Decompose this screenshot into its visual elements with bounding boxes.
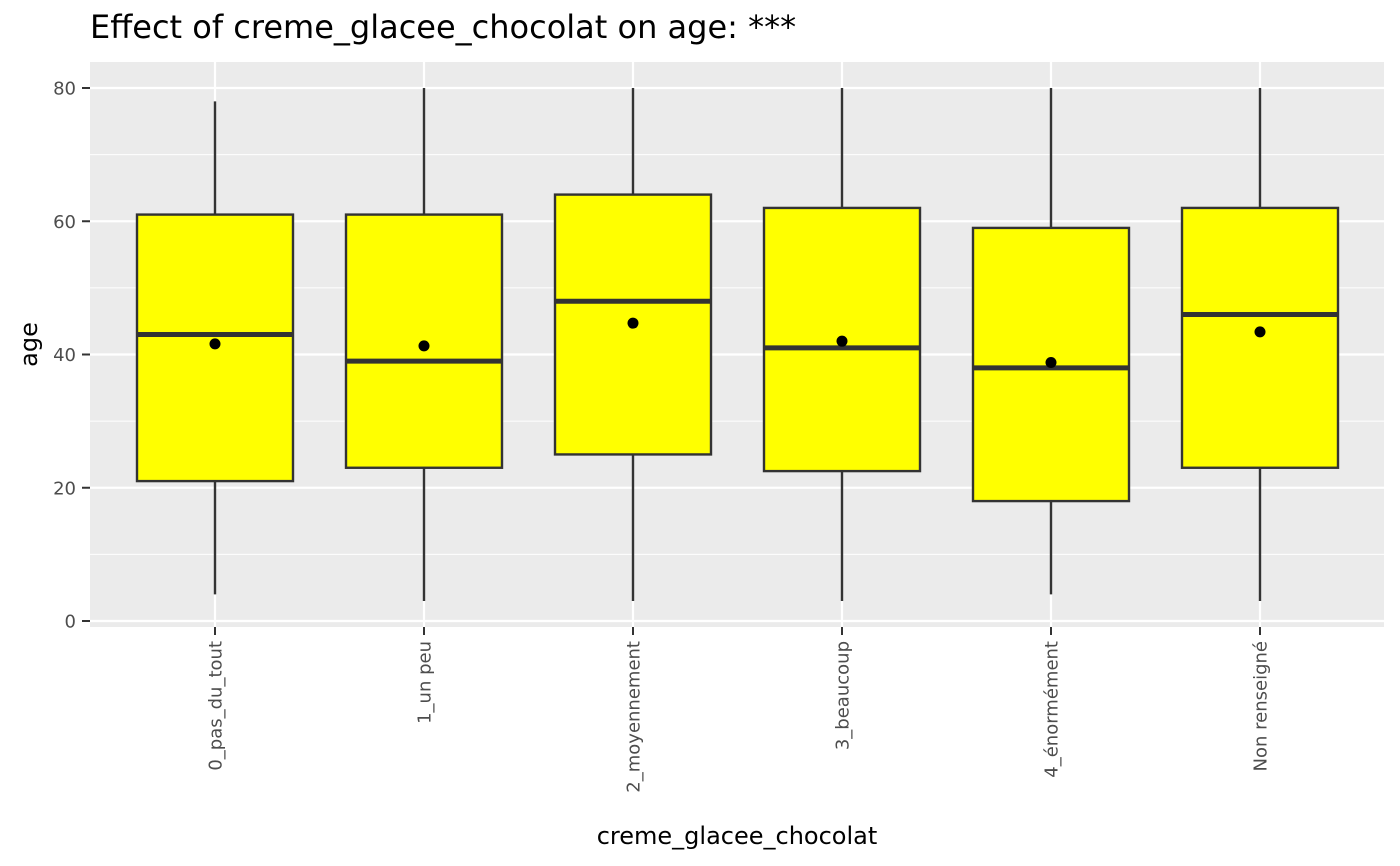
boxes [135,88,1340,602]
box-4 [971,88,1131,595]
y-tick-label: 20 [53,478,76,499]
y-tick-label: 80 [53,79,76,100]
x-axis-title: creme_glacee_chocolat [597,822,878,850]
mean-point [627,317,639,329]
x-tick-label: 1_un peu [415,641,436,724]
y-axis: 0 20 40 60 80 [53,79,90,633]
box-5 [1180,88,1340,602]
chart-title: Effect of creme_glacee_chocolat on age: … [90,8,797,46]
y-tick-label: 60 [53,212,76,233]
box-2 [553,88,713,602]
box-3 [762,88,922,602]
x-tick-label: 0_pas_du_tout [206,641,227,771]
mean-point [836,335,848,347]
x-tick-label: Non renseigné [1251,641,1272,771]
mean-point [418,340,430,352]
x-tick-label: 4_énormément [1042,641,1063,778]
mean-point [1045,356,1057,368]
plot-panel [90,62,1384,627]
y-tick-label: 0 [65,612,76,633]
y-tick-label: 40 [53,345,76,366]
mean-point [209,338,221,350]
x-axis: 0_pas_du_tout 1_un peu 2_moyennement 3_beau… [206,627,1272,793]
box-0 [135,101,295,595]
x-tick-label: 3_beaucoup [833,641,854,750]
y-axis-title: age [15,322,43,367]
box-1 [344,88,504,602]
box-body [1180,206,1340,469]
minor-gridlines [90,154,1384,555]
mean-point [1254,326,1266,338]
x-tick-label: 2_moyennement [624,641,645,793]
